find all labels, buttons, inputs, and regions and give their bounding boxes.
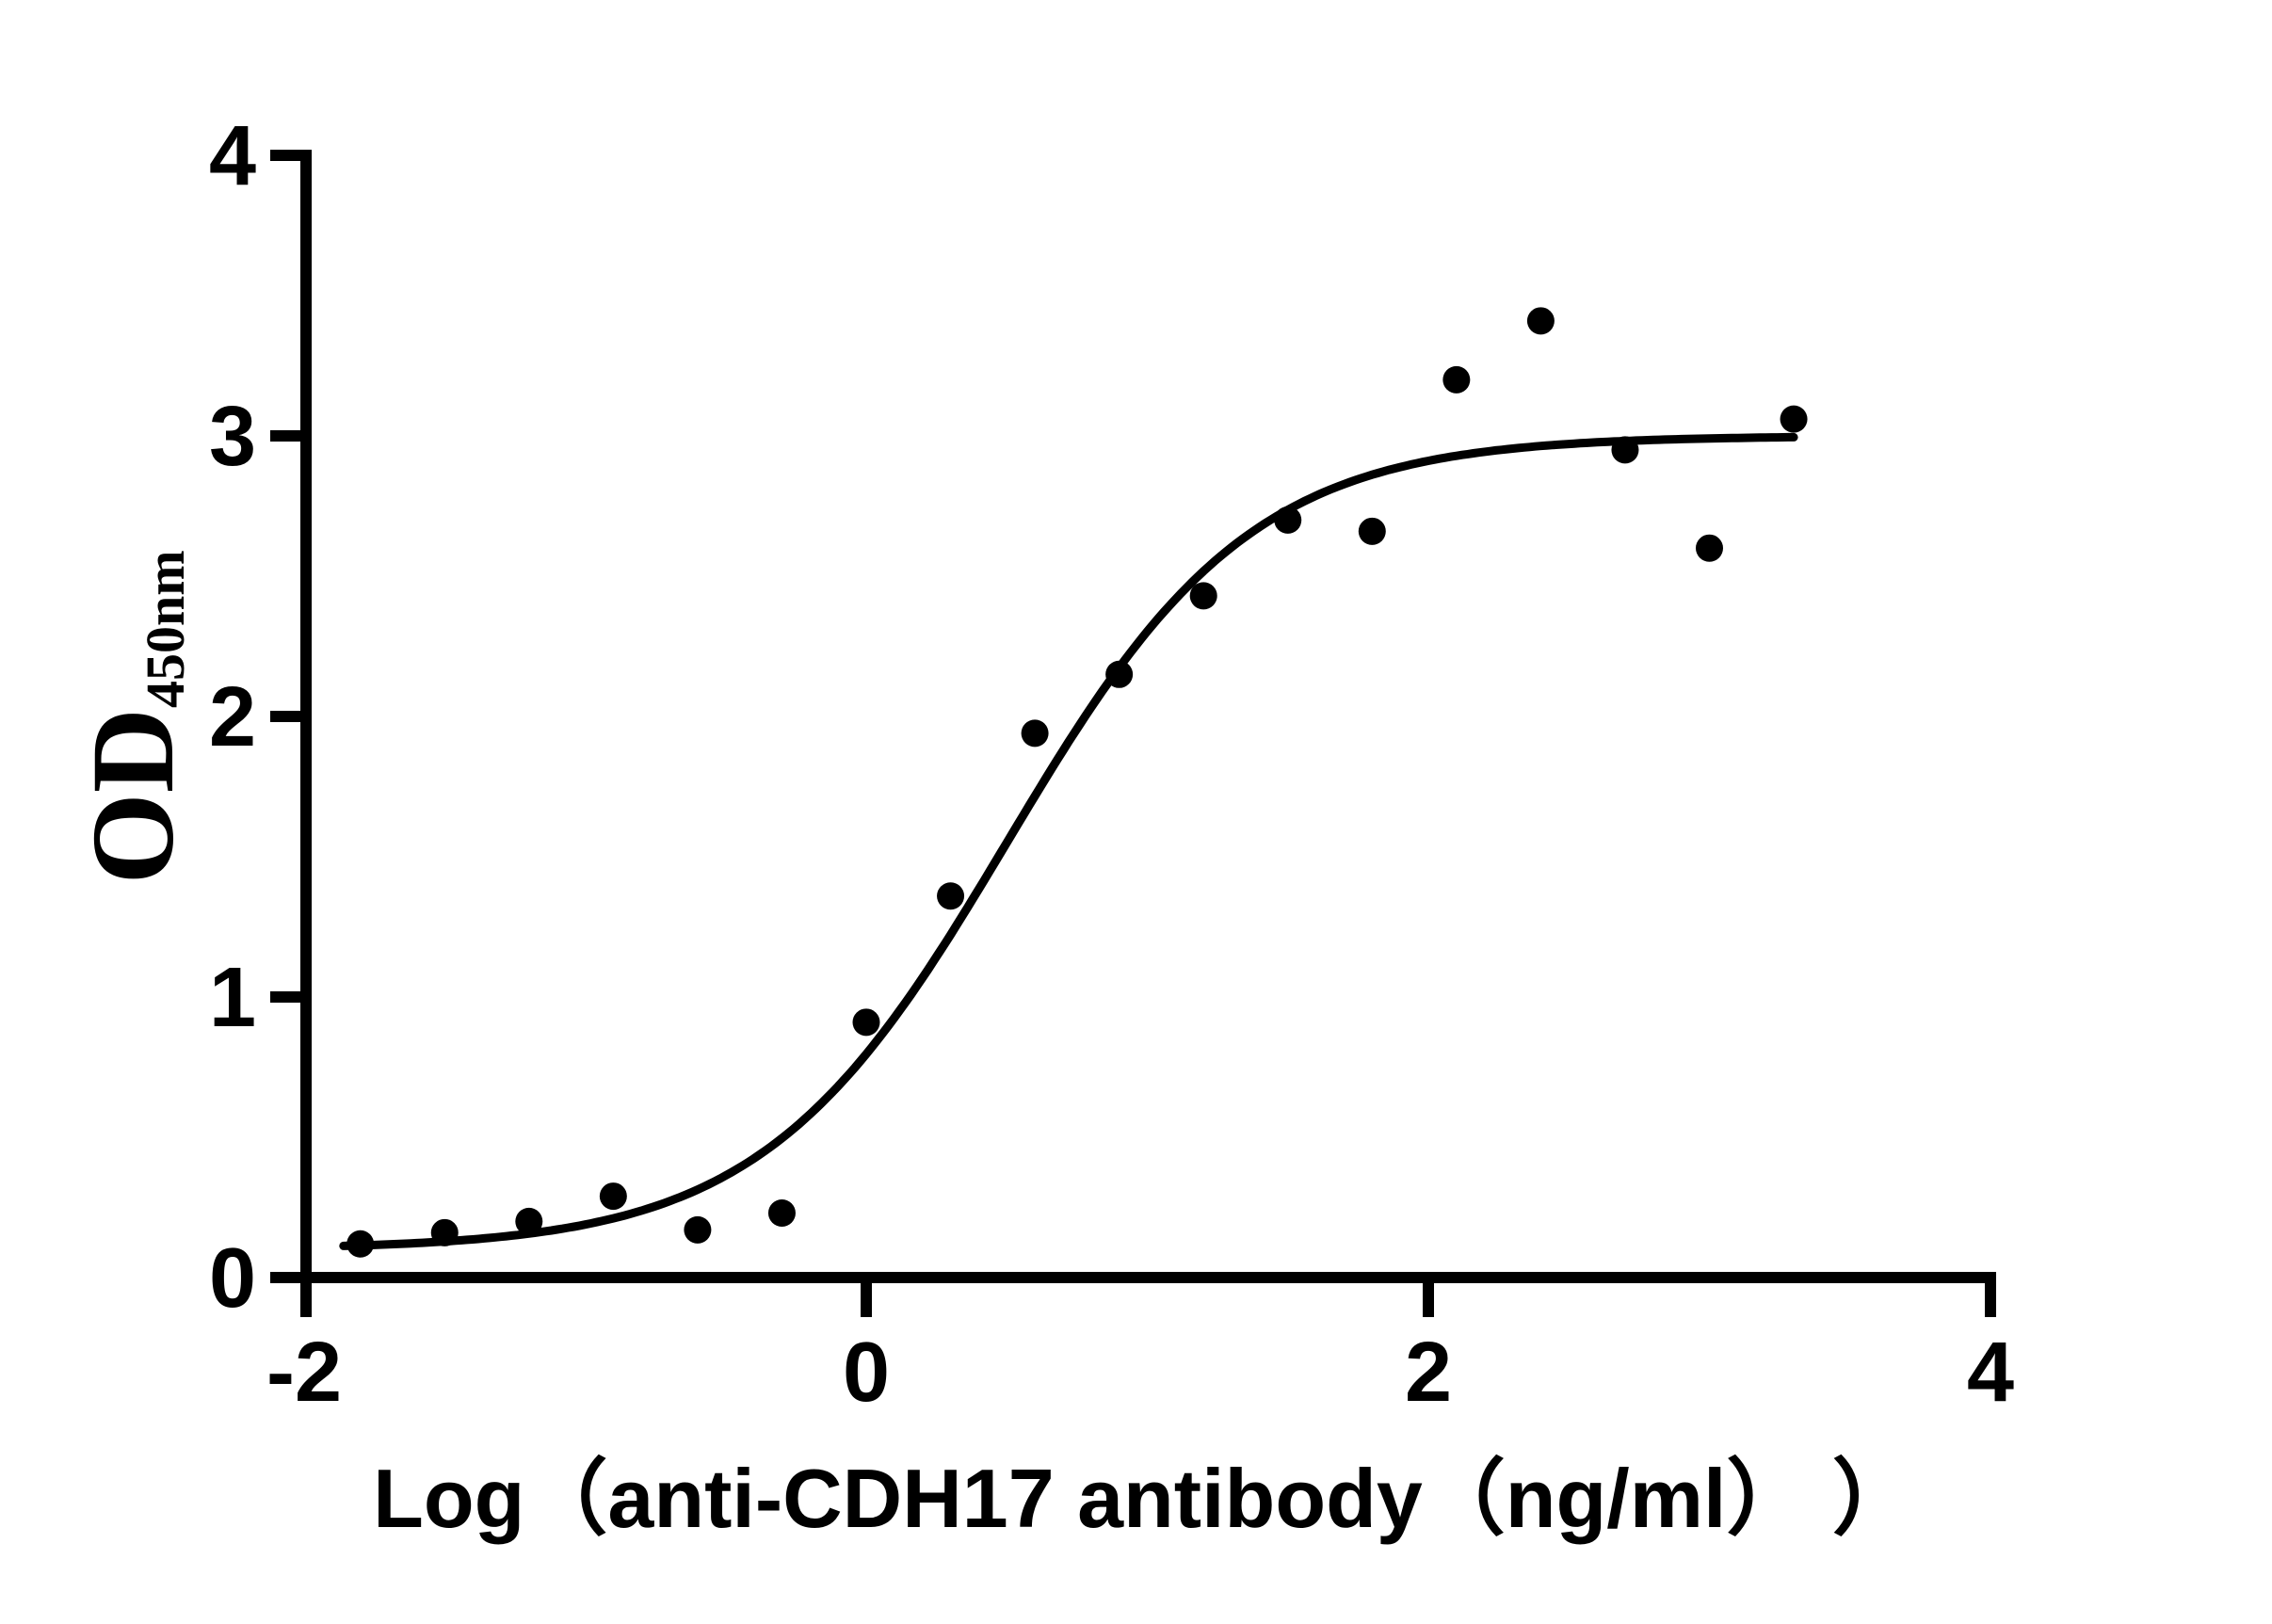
data-points-layer	[346, 307, 1808, 1258]
x-axis-title: Log（anti-CDH17 antibody（ng/ml） ）	[373, 1452, 1915, 1545]
data-point	[684, 1215, 712, 1244]
x-tick-label: 4	[1967, 1326, 2014, 1420]
data-point	[1526, 307, 1555, 335]
data-point	[1021, 719, 1049, 748]
data-point	[515, 1207, 543, 1235]
data-point	[937, 882, 965, 910]
y-tick-label: 2	[209, 670, 256, 764]
data-point	[430, 1218, 459, 1246]
y-axis-title-main: OD	[69, 708, 199, 885]
data-point	[1274, 506, 1302, 534]
y-tick-label: 4	[209, 109, 256, 203]
data-point	[1442, 365, 1471, 394]
y-tick-label: 0	[209, 1231, 256, 1326]
data-point	[1696, 534, 1723, 562]
y-tick-label: 3	[209, 390, 256, 484]
x-tick-label: 2	[1405, 1326, 1452, 1420]
data-point	[1780, 405, 1808, 433]
fit-curve-layer	[339, 432, 1798, 1250]
x-tick-label: 0	[843, 1326, 890, 1420]
data-point	[767, 1198, 796, 1227]
x-tick-label: -2	[266, 1326, 342, 1420]
data-point	[1358, 517, 1386, 545]
data-point	[852, 1008, 880, 1037]
data-point	[1611, 436, 1639, 464]
data-point	[1105, 660, 1134, 688]
y-axis-title: OD450nm	[69, 550, 199, 884]
data-point	[599, 1182, 627, 1211]
y-axis-title-sub: 450nm	[135, 550, 196, 708]
data-point	[1189, 582, 1217, 610]
fit-curve	[339, 432, 1798, 1250]
y-tick-label: 1	[209, 951, 256, 1045]
axes-layer	[270, 150, 1996, 1317]
data-point	[346, 1230, 375, 1258]
